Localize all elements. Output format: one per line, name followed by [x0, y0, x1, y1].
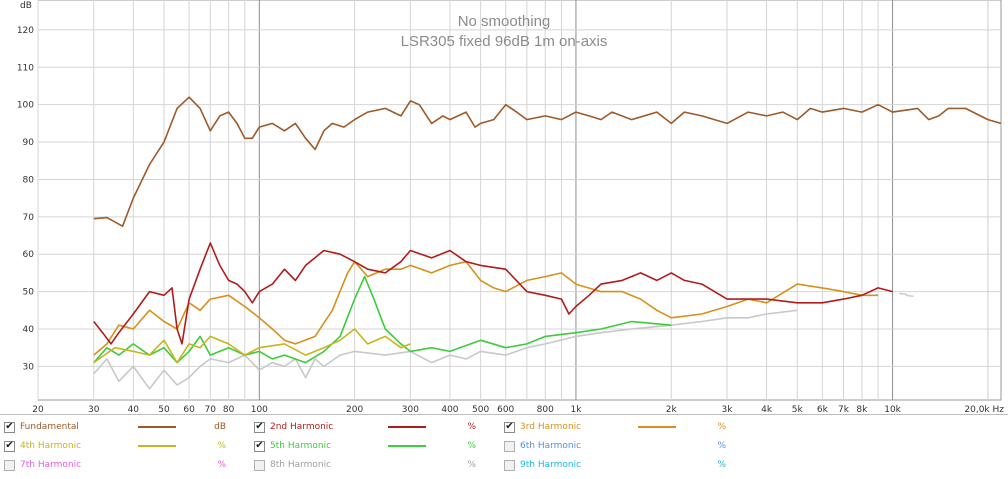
x-tick-label: 4k: [761, 405, 773, 414]
data-series: [93, 96, 1002, 390]
legend-label: 2nd Harmonic: [270, 422, 334, 432]
x-tick-label: 600: [497, 405, 514, 414]
series-line-2nd-harmonic: [93, 242, 893, 345]
y-tick-label: 120: [17, 26, 34, 36]
distortion-chart: 30 40 50 60 70 80 90 100 110 120 20 30 40 50 60 70 80 100…: [17, 0, 1004, 414]
legend-swatch: [388, 445, 426, 447]
legend-swatch: [638, 445, 676, 447]
legend-swatch: [388, 426, 426, 428]
legend-checkbox[interactable]: ✔: [254, 421, 265, 433]
x-tick-label: 3k: [722, 405, 734, 414]
legend-item-5th-harmonic[interactable]: ✔ 5th Harmonic%: [254, 437, 476, 455]
y-tick-label: 100: [17, 101, 34, 111]
x-tick-label: 2k: [666, 405, 678, 414]
legend-item-7th-harmonic[interactable]: 7th Harmonic%: [4, 456, 226, 474]
legend-label: 6th Harmonic: [520, 441, 582, 451]
legend-item-9th-harmonic[interactable]: 9th Harmonic%: [504, 456, 726, 474]
x-tick-label: 60: [183, 405, 195, 414]
series-line-fundamental: [93, 96, 1002, 227]
legend-unit: dB: [214, 422, 226, 432]
x-tick-label: 5k: [792, 405, 804, 414]
legend-item-8th-harmonic[interactable]: 8th Harmonic%: [254, 456, 476, 474]
legend-checkbox[interactable]: ✔: [4, 440, 15, 452]
legend-unit: %: [717, 422, 726, 432]
legend-unit: %: [467, 460, 476, 470]
legend-label: 8th Harmonic: [270, 460, 332, 470]
legend-label: Fundamental: [20, 422, 79, 432]
legend-unit: %: [217, 441, 226, 451]
legend-item-2nd-harmonic[interactable]: ✔ 2nd Harmonic%: [254, 418, 476, 436]
x-tick-label: 400: [441, 405, 458, 414]
x-tick-label: 50: [158, 405, 170, 414]
x-tick-label: 20: [32, 405, 44, 414]
legend-unit: %: [467, 422, 476, 432]
legend-swatch: [388, 464, 426, 466]
legend-label: 3rd Harmonic: [520, 422, 582, 432]
legend-checkbox[interactable]: [4, 459, 15, 471]
y-tick-label: 70: [23, 213, 35, 223]
y-tick-label: 90: [23, 138, 35, 148]
legend-label: 9th Harmonic: [520, 460, 582, 470]
legend-checkbox[interactable]: ✔: [4, 421, 15, 433]
x-tick-label: 100: [251, 405, 268, 414]
y-tick-label: 110: [17, 63, 34, 73]
x-tick-label: 20,0k Hz: [964, 405, 1004, 414]
legend-checkbox[interactable]: ✔: [254, 440, 265, 452]
x-tick-label: 500: [472, 405, 489, 414]
legend-unit: %: [717, 460, 726, 470]
legend-swatch: [638, 426, 676, 428]
chart-title: No smoothing: [458, 13, 551, 30]
series-tail-mark: [905, 294, 914, 298]
x-tick-label: 8k: [856, 405, 868, 414]
x-tick-label: 7k: [838, 405, 850, 414]
x-tick-label: 40: [128, 405, 140, 414]
legend-item-fundamental[interactable]: ✔ Fundamental dB: [4, 418, 226, 436]
legend-checkbox[interactable]: ✔: [504, 421, 515, 433]
legend-checkbox[interactable]: [504, 440, 515, 452]
series-line-8th-harmonic: [93, 309, 798, 390]
y-tick-label: 50: [23, 288, 35, 298]
legend-unit: %: [217, 460, 226, 470]
y-tick-label: 80: [23, 175, 35, 185]
series-line-4th-harmonic: [93, 328, 411, 364]
legend-swatch: [138, 426, 176, 428]
y-tick-label: 40: [23, 325, 35, 335]
legend-label: 4th Harmonic: [20, 441, 82, 451]
x-tick-label: 80: [223, 405, 235, 414]
legend-item-4th-harmonic[interactable]: ✔ 4th Harmonic%: [4, 437, 226, 455]
plot-frame: [37, 0, 1002, 401]
legend-unit: %: [717, 441, 726, 451]
chart-subtitle: LSR305 fixed 96dB 1m on-axis: [401, 33, 608, 50]
series-line-3rd-harmonic: [93, 260, 879, 356]
legend-label: 5th Harmonic: [270, 441, 332, 451]
y-tick-label: 60: [23, 250, 35, 260]
legend-unit: %: [467, 441, 476, 451]
x-tick-label: 800: [537, 405, 554, 414]
legend-checkbox[interactable]: [254, 459, 265, 471]
legend-checkbox[interactable]: [504, 459, 515, 471]
x-tick-label: 70: [205, 405, 217, 414]
y-tick-label: 30: [23, 362, 35, 372]
x-tick-label: 1k: [570, 405, 582, 414]
x-tick-label: 30: [88, 405, 100, 414]
x-tick-label: 300: [402, 405, 419, 414]
legend-swatch: [638, 464, 676, 466]
grid-lines: [37, 0, 1001, 400]
legend-swatch: [138, 464, 176, 466]
legend-item-3rd-harmonic[interactable]: ✔ 3rd Harmonic%: [504, 418, 726, 436]
legend-swatch: [138, 445, 176, 447]
series-tail-mark: [899, 292, 908, 296]
legend-label: 7th Harmonic: [20, 460, 82, 470]
x-tick-label: 200: [346, 405, 363, 414]
legend-item-6th-harmonic[interactable]: 6th Harmonic%: [504, 437, 726, 455]
y-axis-label: dB: [20, 1, 32, 11]
legend-panel: ✔ Fundamental dB ✔ 2nd Harmonic% ✔ 3rd Harmoni…: [0, 414, 1008, 479]
x-tick-label: 6k: [817, 405, 829, 414]
x-tick-label: 10k: [884, 405, 901, 414]
axes: 30 40 50 60 70 80 90 100 110 120 20 30 40 50 60 70 80 100…: [17, 26, 1004, 414]
